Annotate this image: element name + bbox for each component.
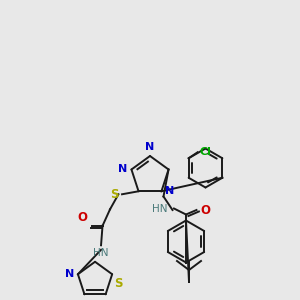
Text: S: S [115, 277, 123, 290]
Text: O: O [78, 211, 88, 224]
Text: N: N [118, 164, 127, 175]
Text: S: S [110, 188, 118, 201]
Text: N: N [165, 186, 174, 196]
Text: N: N [65, 269, 74, 279]
Text: HN: HN [152, 203, 168, 214]
Text: N: N [146, 142, 154, 152]
Text: O: O [200, 203, 210, 217]
Text: Cl: Cl [199, 147, 211, 157]
Text: HN: HN [93, 248, 109, 258]
